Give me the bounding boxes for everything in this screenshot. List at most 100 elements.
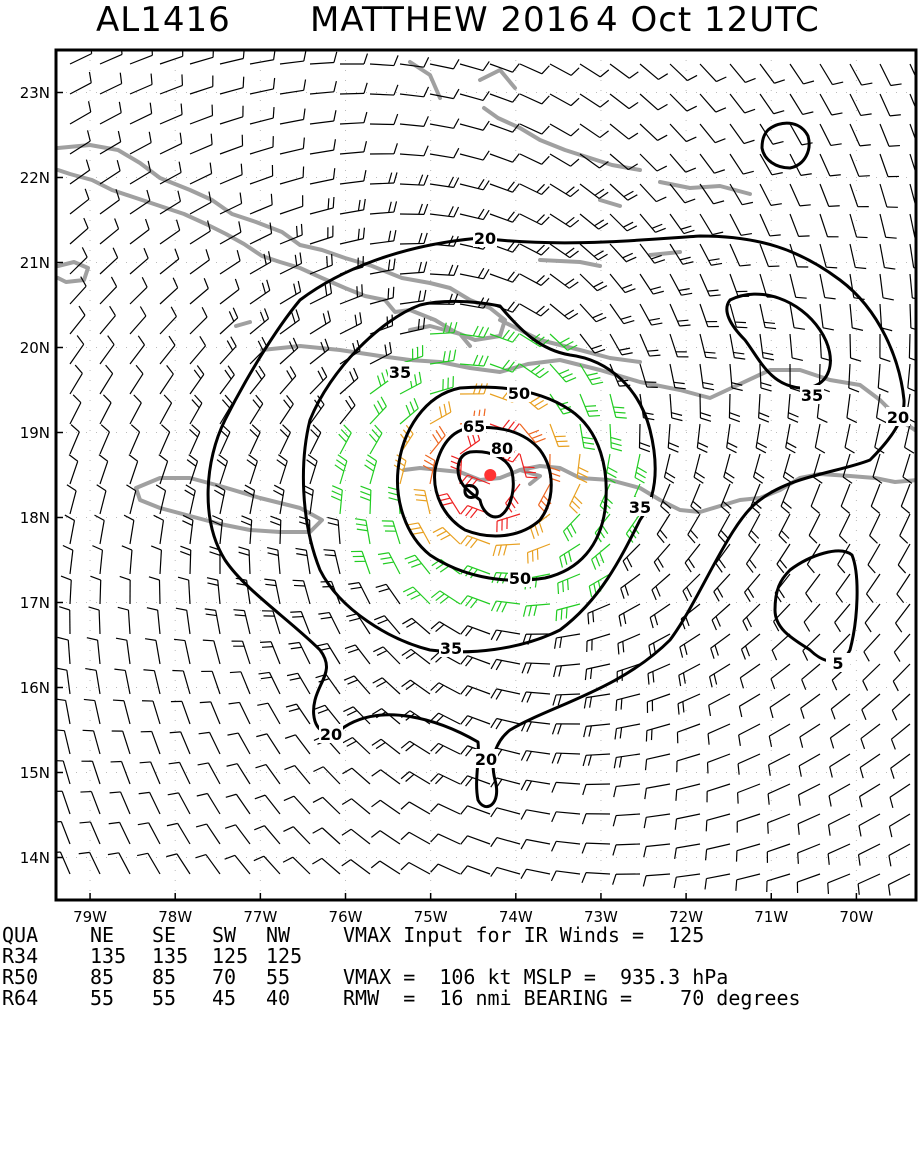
r34-nw: 125	[266, 946, 302, 967]
barb-shaft	[400, 243, 424, 244]
barb-feather	[676, 790, 677, 801]
lon-label: 70W	[836, 908, 876, 926]
barb-feather	[526, 477, 537, 478]
barb-shaft	[729, 394, 730, 418]
barb-feather	[889, 146, 900, 147]
contour-label: 20	[474, 229, 496, 248]
barb-feather	[616, 417, 627, 418]
vmax-mslp-text: VMAX = 106 kt MSLP = 935.3 hPa	[343, 967, 728, 988]
barb-feather	[200, 702, 211, 703]
r50-label: R50	[2, 967, 38, 988]
lat-label: 18N	[14, 509, 50, 527]
r34-se: 135	[152, 946, 188, 967]
lat-label: 15N	[14, 764, 50, 782]
lat-label: 17N	[14, 594, 50, 612]
barb-feather	[646, 731, 647, 742]
barb-shaft	[639, 424, 640, 448]
barb-feather	[587, 411, 598, 412]
barb-feather	[393, 287, 394, 298]
barb-feather	[563, 581, 564, 592]
barb-shaft	[909, 334, 910, 358]
barb-feather	[362, 284, 363, 295]
barb-feather	[738, 793, 739, 804]
r64-sw: 45	[212, 988, 236, 1009]
barb-feather	[651, 729, 652, 740]
contour-label: 35	[389, 363, 411, 382]
r64-ne: 55	[90, 988, 114, 1009]
barb-shaft	[190, 550, 191, 574]
barb-feather	[859, 176, 870, 177]
barb-feather	[525, 472, 536, 473]
barb-feather	[798, 853, 799, 864]
r64-se: 55	[152, 988, 176, 1009]
barb-shaft	[280, 520, 281, 544]
barb-feather	[230, 672, 241, 673]
barb-feather	[292, 617, 303, 618]
table-header-row: QUA NE SE SW NW VMAX Input for IR Winds …	[0, 925, 918, 946]
contour-label: 20	[475, 750, 497, 769]
storm-center-marker	[484, 469, 496, 481]
barb-feather	[273, 107, 274, 118]
lat-label: 16N	[14, 679, 50, 697]
barb-feather	[241, 164, 242, 175]
barb-feather	[297, 226, 298, 237]
barb-feather	[301, 224, 302, 235]
barb-feather	[585, 406, 596, 407]
wind-radii-table: QUA NE SE SW NW VMAX Input for IR Winds …	[0, 925, 918, 1009]
r34-ne: 135	[90, 946, 126, 967]
table-row-r50: R50 85 85 70 55 VMAX = 106 kt MSLP = 935…	[0, 967, 918, 988]
barb-feather	[113, 700, 124, 701]
lat-label: 21N	[14, 254, 50, 272]
header-sw: SW	[212, 925, 236, 946]
header-qua: QUA	[2, 925, 38, 946]
barb-feather	[736, 327, 747, 328]
lat-label: 20N	[14, 339, 50, 357]
barb-feather	[260, 642, 271, 643]
contour-label: 65	[463, 417, 485, 436]
r50-sw: 70	[212, 967, 236, 988]
lon-label: 71W	[751, 908, 791, 926]
barb-feather	[558, 583, 559, 594]
header-nw: NW	[266, 925, 290, 946]
barb-feather	[613, 407, 624, 408]
barb-shaft	[850, 334, 851, 358]
lat-label: 19N	[14, 424, 50, 442]
barb-feather	[588, 613, 589, 624]
barb-feather	[736, 880, 737, 891]
barb-feather	[826, 267, 837, 268]
barb-shaft	[340, 93, 364, 94]
table-row-r64: R64 55 55 45 40 RMW = 16 nmi BEARING = 7…	[0, 988, 918, 1009]
barb-feather	[616, 700, 617, 711]
barb-feather	[706, 820, 707, 831]
barb-feather	[615, 412, 626, 413]
r34-label: R34	[2, 946, 38, 967]
barb-feather	[561, 609, 562, 620]
lat-label: 22N	[14, 169, 50, 187]
contour-label: 35	[801, 386, 823, 405]
vmax-input-text: VMAX Input for IR Winds = 125	[343, 925, 704, 946]
barb-feather	[328, 198, 329, 209]
barb-feather	[621, 699, 622, 710]
barb-feather	[388, 288, 389, 299]
barb-feather	[568, 579, 569, 590]
barb-feather	[589, 416, 600, 417]
barb-feather	[524, 467, 535, 468]
rmw-bearing-text: RMW = 16 nmi BEARING = 70 degrees	[343, 988, 801, 1009]
barb-feather	[593, 611, 594, 622]
r64-label: R64	[2, 988, 38, 1009]
barb-feather	[566, 607, 567, 618]
contour-label: 5	[832, 654, 843, 673]
barb-shaft	[616, 844, 640, 845]
barb-feather	[357, 286, 358, 297]
barb-feather	[327, 256, 328, 267]
lat-label: 14N	[14, 849, 50, 867]
contour-label: 20	[320, 725, 342, 744]
barb-feather	[243, 77, 244, 88]
barb-feather	[799, 236, 810, 237]
barb-feather	[735, 322, 746, 323]
contour-label: 80	[491, 439, 513, 458]
header-se: SE	[152, 925, 176, 946]
barb-feather	[293, 580, 304, 581]
barb-feather	[829, 206, 840, 207]
